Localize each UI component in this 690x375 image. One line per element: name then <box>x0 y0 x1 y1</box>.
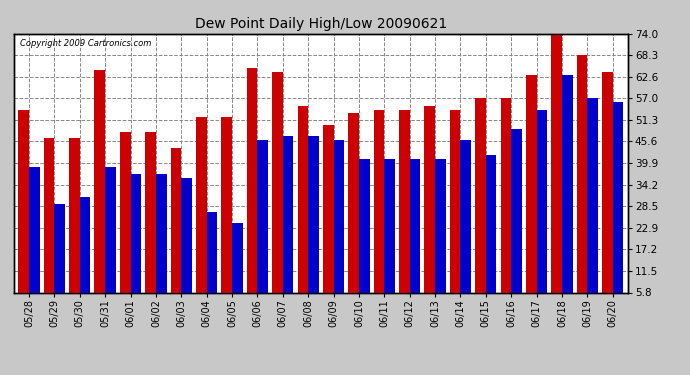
Bar <box>384 159 395 315</box>
Bar <box>105 166 116 315</box>
Bar <box>170 148 181 315</box>
Bar <box>43 138 55 315</box>
Bar <box>373 110 384 315</box>
Bar <box>146 132 156 315</box>
Bar <box>348 113 359 315</box>
Text: Copyright 2009 Cartronics.com: Copyright 2009 Cartronics.com <box>20 39 151 48</box>
Bar <box>196 117 207 315</box>
Bar <box>359 159 370 315</box>
Bar <box>526 75 537 315</box>
Bar <box>181 178 192 315</box>
Bar <box>95 70 105 315</box>
Bar <box>537 110 547 315</box>
Bar <box>257 140 268 315</box>
Bar <box>272 72 283 315</box>
Bar <box>19 110 29 315</box>
Bar <box>80 197 90 315</box>
Bar <box>613 102 623 315</box>
Bar <box>69 138 80 315</box>
Bar <box>207 212 217 315</box>
Bar <box>283 136 293 315</box>
Bar <box>399 110 410 315</box>
Bar <box>577 55 587 315</box>
Bar <box>475 98 486 315</box>
Bar <box>551 30 562 315</box>
Title: Dew Point Daily High/Low 20090621: Dew Point Daily High/Low 20090621 <box>195 17 447 31</box>
Bar <box>486 155 496 315</box>
Bar <box>120 132 130 315</box>
Bar <box>562 75 573 315</box>
Bar <box>602 72 613 315</box>
Bar <box>435 159 446 315</box>
Bar <box>156 174 166 315</box>
Bar <box>500 98 511 315</box>
Bar <box>297 106 308 315</box>
Bar <box>460 140 471 315</box>
Bar <box>511 129 522 315</box>
Bar <box>450 110 460 315</box>
Bar <box>130 174 141 315</box>
Bar <box>587 98 598 315</box>
Bar <box>221 117 232 315</box>
Bar <box>410 159 420 315</box>
Bar <box>247 68 257 315</box>
Bar <box>232 224 243 315</box>
Bar <box>323 125 333 315</box>
Bar <box>29 166 40 315</box>
Bar <box>424 106 435 315</box>
Bar <box>55 204 65 315</box>
Bar <box>308 136 319 315</box>
Bar <box>333 140 344 315</box>
